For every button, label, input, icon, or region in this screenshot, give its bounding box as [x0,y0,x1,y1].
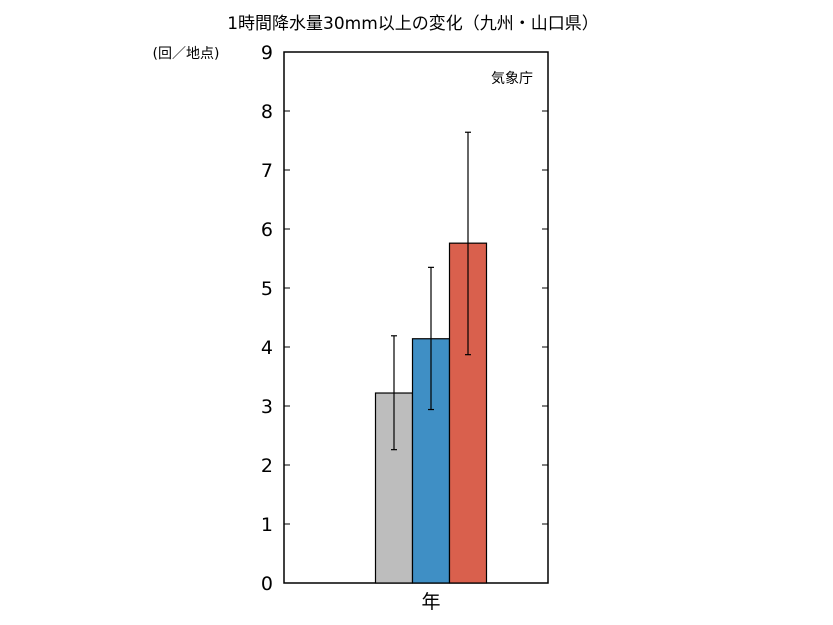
y-tick-label-7: 7 [261,160,273,182]
y-tick-label-3: 3 [261,396,273,418]
y-tick-label-9: 9 [261,42,273,64]
chart-title: 1時間降水量30mm以上の変化（九州・山口県） [227,14,599,34]
y-tick-label-2: 2 [261,455,273,477]
y-axis-ticks: 0 1 2 3 4 5 6 7 8 9 [261,42,548,595]
y-tick-label-6: 6 [261,219,273,241]
y-axis-unit-label: (回／地点) [153,46,220,62]
y-tick-label-1: 1 [261,514,273,536]
y-tick-label-4: 4 [261,337,273,359]
error-bars [391,131,471,451]
y-tick-label-0: 0 [261,573,273,595]
x-category-label: 年 [421,591,440,613]
y-tick-label-5: 5 [261,278,273,300]
source-label: 気象庁 [491,71,533,87]
y-tick-label-8: 8 [261,101,273,123]
x-axis-categories: 年 [421,591,440,613]
